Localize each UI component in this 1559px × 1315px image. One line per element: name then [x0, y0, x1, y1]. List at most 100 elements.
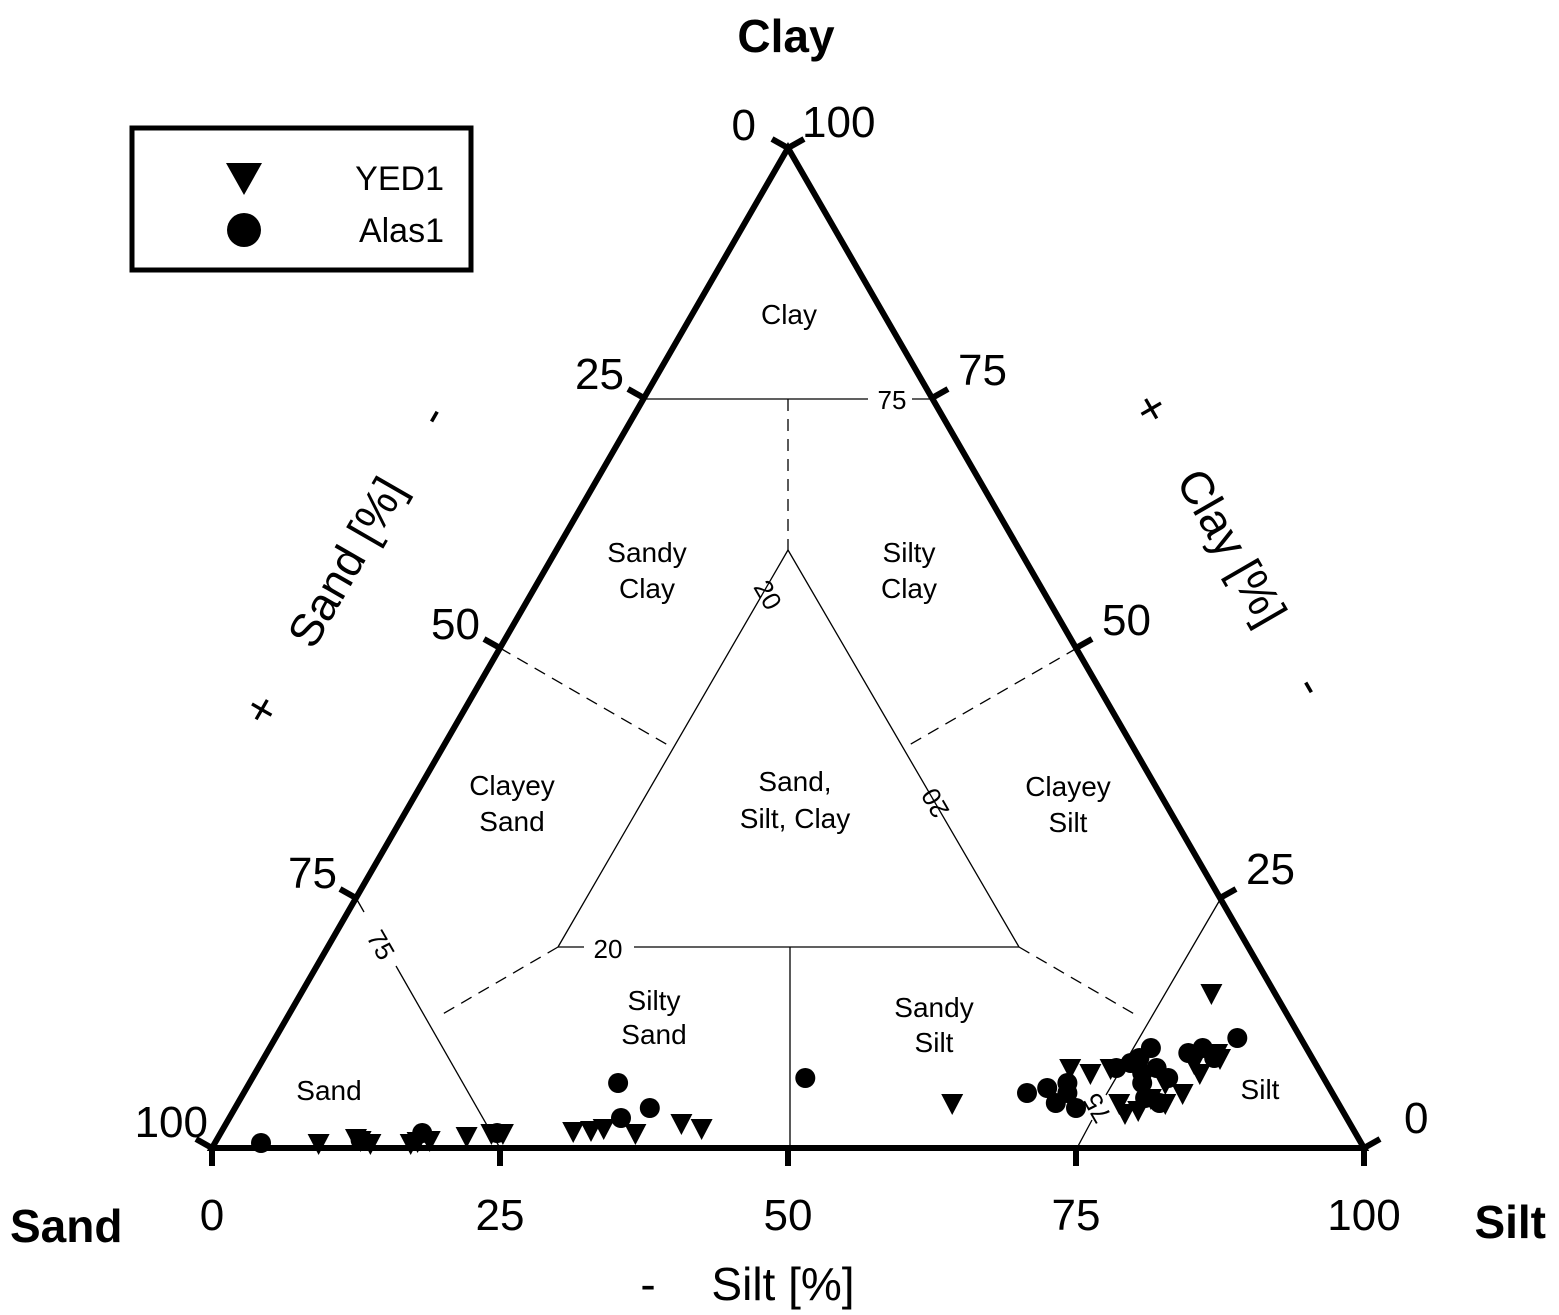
region-sandy-clay: Sandy Clay — [607, 537, 686, 604]
right-tick — [1362, 1136, 1382, 1151]
boundary-lower-left — [440, 946, 559, 1016]
data-point-yed1 — [562, 1122, 585, 1143]
data-point-alas1 — [795, 1068, 816, 1088]
bottom-tick-label: 0 — [200, 1191, 224, 1240]
data-point-alas1 — [611, 1108, 631, 1128]
legend-marker-circle — [227, 213, 261, 247]
data-point-alas1 — [1045, 1093, 1066, 1113]
boundary-inner-right — [787, 549, 1020, 948]
left-tick — [770, 136, 790, 151]
region-sand-line1: Sand — [296, 1075, 361, 1106]
left-tick — [194, 1136, 214, 1151]
boundary-silt-75-b — [1076, 1119, 1093, 1149]
region-silty-clay-line2: Clay — [881, 573, 937, 604]
right-tick — [1074, 636, 1094, 651]
data-point-alas1 — [1140, 1038, 1161, 1058]
legend-label-yed1: YED1 — [355, 160, 444, 198]
data-point-yed1 — [455, 1127, 478, 1148]
left-ticks — [194, 136, 790, 1151]
right-ticks — [786, 136, 1382, 1151]
data-point-yed1 — [941, 1094, 964, 1115]
right-tick-label: 0 — [1404, 1094, 1428, 1143]
right-tick-label: 25 — [1246, 845, 1295, 894]
region-silty-sand: Silty Sand — [621, 985, 686, 1050]
left-axis-label: Sand [%] — [277, 468, 415, 656]
data-point-yed1 — [592, 1119, 615, 1140]
right-tick-label: 75 — [958, 346, 1007, 395]
right-axis-minus: - — [1286, 666, 1339, 705]
boundary-label-clay-75: 75 — [878, 385, 907, 415]
region-silty-sand-line2: Sand — [621, 1019, 686, 1050]
region-sandy-clay-line1: Sandy — [607, 537, 686, 568]
corner-label-silt: Silt — [1474, 1196, 1546, 1248]
data-point-alas1 — [251, 1133, 271, 1153]
region-clayey-silt: Clayey Silt — [1025, 771, 1111, 838]
region-clayey-sand: Clayey Sand — [469, 770, 555, 837]
right-tick — [786, 136, 806, 151]
right-tick-label: 50 — [1102, 596, 1151, 645]
left-axis-title: + Sand [%] - — [232, 395, 458, 734]
boundary-label-inner-bottom: 20 — [594, 934, 623, 964]
legend: YED1 Alas1 — [129, 125, 474, 273]
region-silt-line1: Silt — [1241, 1074, 1280, 1105]
right-tick-label: 100 — [802, 98, 875, 147]
data-points — [251, 984, 1248, 1155]
right-tick — [930, 386, 950, 401]
ternary-frame — [206, 141, 1370, 1151]
left-tick — [626, 386, 646, 401]
region-clayey-silt-line1: Clayey — [1025, 771, 1111, 802]
data-point-alas1 — [1132, 1073, 1153, 1093]
data-point-alas1 — [608, 1073, 629, 1093]
bottom-tick-label: 50 — [764, 1191, 813, 1240]
left-tick-label: 0 — [732, 101, 756, 150]
legend-box — [129, 125, 474, 273]
data-point-alas1 — [350, 1130, 371, 1150]
left-tick-label: 25 — [575, 350, 624, 399]
region-silty-clay-line1: Silty — [883, 537, 936, 568]
boundary-50-left — [499, 647, 674, 749]
data-point-alas1 — [1204, 1048, 1225, 1068]
bottom-tick-label: 75 — [1052, 1191, 1101, 1240]
region-silty-sand-line1: Silty — [628, 985, 681, 1016]
left-tick — [482, 636, 502, 651]
data-point-alas1 — [639, 1098, 660, 1118]
data-point-yed1 — [1114, 1104, 1136, 1125]
data-point-yed1 — [690, 1119, 713, 1140]
left-tick-label: 75 — [288, 849, 337, 898]
data-point-alas1 — [1158, 1068, 1179, 1088]
region-sandy-silt-line1: Sandy — [894, 992, 973, 1023]
region-clayey-sand-line2: Sand — [479, 806, 544, 837]
bottom-tick-label: 100 — [1327, 1191, 1400, 1240]
right-axis-plus: + — [1123, 384, 1181, 433]
corner-label-sand: Sand — [10, 1200, 122, 1252]
region-sandy-clay-line2: Clay — [619, 573, 675, 604]
region-silt: Silt — [1241, 1074, 1280, 1105]
region-silty-clay: Silty Clay — [881, 537, 937, 604]
boundary-50-right — [903, 647, 1078, 749]
data-point-yed1 — [1200, 984, 1223, 1005]
region-clay-line1: Clay — [761, 299, 817, 330]
region-sand: Sand — [296, 1075, 361, 1106]
boundary-inner-left — [557, 549, 789, 948]
region-sand-silt-clay: Sand, Silt, Clay — [740, 766, 850, 834]
region-sand-silt-clay-line2: Silt, Clay — [740, 803, 850, 834]
left-tick — [338, 886, 358, 901]
data-point-alas1 — [1066, 1098, 1086, 1118]
data-point-yed1 — [1188, 1064, 1211, 1085]
region-clay: Clay — [761, 299, 817, 330]
left-tick-label: 50 — [431, 600, 480, 649]
data-point-yed1 — [307, 1134, 330, 1155]
legend-label-alas1: Alas1 — [359, 212, 444, 250]
boundary-sand-75-b — [395, 965, 501, 1149]
data-point-yed1 — [624, 1124, 647, 1145]
data-point-yed1 — [670, 1114, 693, 1135]
region-sand-silt-clay-line1: Sand, — [758, 766, 831, 797]
right-axis-title: + Clay [%] - — [1123, 384, 1339, 705]
region-clayey-sand-line1: Clayey — [469, 770, 555, 801]
left-tick-label: 100 — [135, 1098, 208, 1147]
right-tick-labels: 100 75 50 25 0 — [802, 98, 1428, 1143]
legend-marker-triangle-down — [226, 163, 262, 195]
bottom-tick-label: 25 — [476, 1191, 525, 1240]
right-tick — [1218, 886, 1238, 901]
